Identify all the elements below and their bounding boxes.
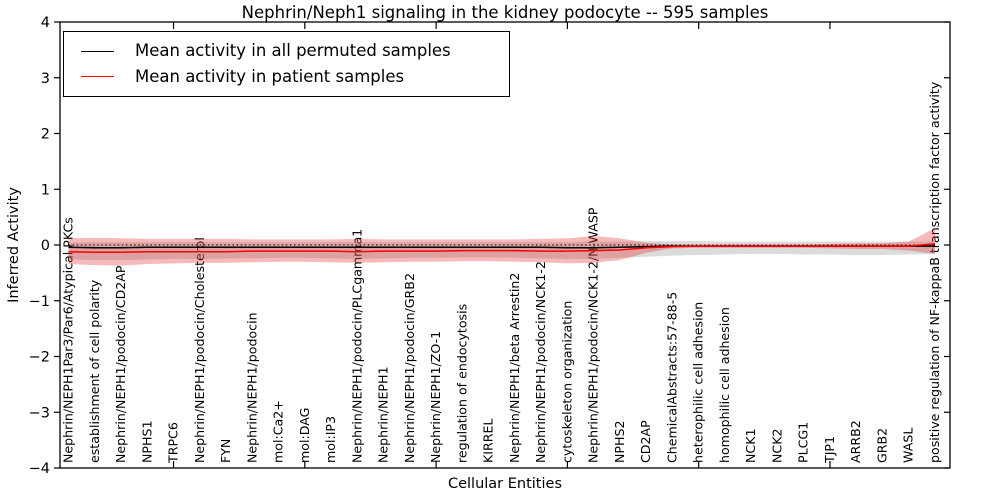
x-tick-label: NPHS1 xyxy=(139,421,154,464)
x-tick-label: ARRB2 xyxy=(848,420,863,463)
x-tick-label: cytoskeleton organization xyxy=(559,301,574,463)
x-axis-label: Cellular Entities xyxy=(447,476,563,492)
x-tick-label: Nephrin/NEPH1/podocin/PLCgamma1 xyxy=(349,229,364,463)
x-tick-label: Nephrin/NEPH1/podocin/CD2AP xyxy=(113,265,128,463)
y-tick-label: −3 xyxy=(29,405,50,421)
x-tick-label: homophilic cell adhesion xyxy=(717,307,732,463)
y-tick-label: 1 xyxy=(41,182,50,198)
x-tick-label: Nephrin/NEPH1/beta Arrestin2 xyxy=(507,273,522,463)
chart-title: Nephrin/Neph1 signaling in the kidney po… xyxy=(241,3,769,22)
x-tick-label: Nephrin/NEPH1Par3/Par6/Atypical PKCs xyxy=(61,217,76,463)
x-tick-label: Nephrin/NEPH1/podocin/Cholesterol xyxy=(192,237,207,463)
legend-line-permuted-icon xyxy=(81,50,114,52)
x-tick-label: heterophilic cell adhesion xyxy=(691,302,706,463)
x-tick-label: FYN xyxy=(218,439,233,463)
legend-label-permuted: Mean activity in all permuted samples xyxy=(135,41,451,61)
y-axis-label: Inferred Activity xyxy=(6,187,22,303)
x-tick-label: mol:Ca2+ xyxy=(271,400,286,463)
x-tick-label: establishment of cell polarity xyxy=(87,279,102,463)
legend: Mean activity in all permuted samples Me… xyxy=(63,31,510,97)
x-tick-label: mol:DAG xyxy=(297,408,312,463)
legend-item-permuted: Mean activity in all permuted samples xyxy=(81,42,509,60)
legend-item-patient: Mean activity in patient samples xyxy=(81,66,509,86)
y-tick-label: 3 xyxy=(41,71,50,87)
y-tick-label: 2 xyxy=(41,127,50,143)
legend-line-patient-icon xyxy=(81,76,114,78)
x-tick-label: Nephrin/NEPH1/ZO-1 xyxy=(428,331,443,463)
x-tick-label: Nephrin/NEPH1/podocin/NCK1-2/N-WASP xyxy=(586,207,601,463)
x-tick-label: mol:IP3 xyxy=(323,416,338,463)
x-tick-label: KIRREL xyxy=(481,419,496,463)
x-tick-label: NPHS2 xyxy=(612,421,627,464)
y-tick-label: −4 xyxy=(29,461,50,477)
x-tick-label: NCK2 xyxy=(769,429,784,464)
x-tick-label: ChemicalAbstracts:57-88-5 xyxy=(664,292,679,463)
x-tick-label: TRPC6 xyxy=(166,422,181,464)
x-tick-label: WASL xyxy=(901,428,916,463)
x-tick-label: TJP1 xyxy=(822,436,837,464)
x-tick-label: PLCG1 xyxy=(796,422,811,463)
x-tick-label: regulation of endocytosis xyxy=(454,304,469,463)
legend-label-patient: Mean activity in patient samples xyxy=(135,66,405,86)
y-tick-label: 0 xyxy=(41,238,50,254)
patient-mean-line xyxy=(68,243,936,253)
x-tick-label: CD2AP xyxy=(638,420,653,463)
y-tick-label: −2 xyxy=(29,350,50,366)
y-tick-label: −1 xyxy=(29,294,50,310)
x-tick-label: Nephrin/NEPH1/podocin/GRB2 xyxy=(402,273,417,463)
x-tick-label: positive regulation of NF-kappaB transcr… xyxy=(927,81,942,463)
x-tick-label: Nephrin/NEPH1/podocin/NCK1-2 xyxy=(533,261,548,463)
y-tick-label: 4 xyxy=(41,15,50,31)
x-tick-label: Nephrin/NEPH1/podocin xyxy=(244,312,259,463)
x-tick-label: GRB2 xyxy=(874,428,889,463)
x-tick-label: Nephrin/NEPH1 xyxy=(376,366,391,463)
x-tick-label: NCK1 xyxy=(743,429,758,464)
